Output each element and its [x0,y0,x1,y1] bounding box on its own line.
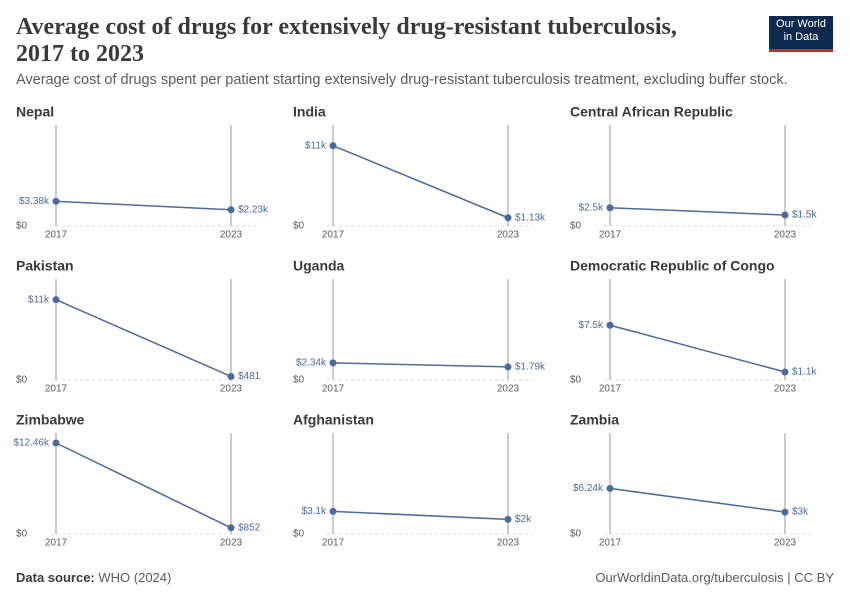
point [504,214,512,222]
source: Data source: WHO (2024) [16,570,171,585]
x-tick-label: 2023 [497,230,520,241]
value-label: $1.5k [792,210,817,221]
y-tick-label: $0 [16,375,28,386]
x-tick-label: 2017 [322,538,345,549]
y-tick-label: $0 [570,529,582,540]
title: Average cost of drugs for extensively dr… [16,14,677,67]
panel-title: Zimbabwe [16,412,85,428]
point [52,439,60,447]
source-text: WHO (2024) [98,570,172,585]
line [55,298,232,378]
x-tick-label: 2017 [45,230,68,241]
line [55,200,232,211]
point [329,507,337,515]
x-tick-label: 2017 [599,384,622,395]
value-label: $1.13k [515,212,546,223]
line [609,324,786,373]
panel-title: Democratic Republic of Congo [570,258,775,274]
x-tick-label: 2023 [774,230,797,241]
panel-title: Nepal [16,104,54,120]
point [781,508,789,516]
line [609,206,786,216]
y-tick-label: $0 [570,375,582,386]
point [504,515,512,523]
value-label: $1.1k [792,367,817,378]
point [52,197,60,205]
x-tick-label: 2017 [599,230,622,241]
panel-title: India [293,104,326,120]
point [52,296,60,304]
panel-title: Uganda [293,258,345,274]
y-tick-label: $0 [293,529,305,540]
x-tick-label: 2023 [774,384,797,395]
point [504,363,512,371]
value-label: $11k [28,294,50,305]
panel-title: Pakistan [16,258,74,274]
x-tick-label: 2017 [599,538,622,549]
point [781,368,789,376]
source-label: Data source: [16,570,95,585]
line [332,510,509,521]
line [332,362,509,368]
point [781,211,789,219]
y-tick-label: $0 [293,375,305,386]
line [55,442,232,529]
x-tick-label: 2017 [322,230,345,241]
x-tick-label: 2017 [322,384,345,395]
value-label: $11k [305,140,327,151]
value-label: $852 [238,522,261,533]
point [227,372,235,380]
point [606,204,614,212]
line [332,144,509,219]
value-label: $2.34k [296,358,327,369]
value-label: $481 [238,371,261,382]
y-tick-label: $0 [570,221,582,232]
value-label: $3.1k [302,506,327,517]
y-tick-label: $0 [293,221,305,232]
panel-title: Zambia [570,412,619,428]
x-tick-label: 2017 [45,538,68,549]
x-tick-label: 2023 [220,230,243,241]
value-label: $2.23k [238,204,269,215]
x-tick-label: 2023 [774,538,797,549]
panel-title: Central African Republic [570,104,733,120]
point [329,359,337,367]
point [227,206,235,214]
logo[interactable]: Our World in Data [769,16,833,52]
value-label: $7.5k [579,320,604,331]
value-label: $3.38k [19,196,50,207]
x-tick-label: 2023 [497,384,520,395]
panel-title: Afghanistan [293,412,374,428]
x-tick-label: 2023 [220,538,243,549]
x-tick-label: 2023 [497,538,520,549]
value-label: $3k [792,507,809,518]
value-label: $2k [515,514,532,525]
point [227,524,235,532]
value-label: $6.24k [573,483,604,494]
point [329,142,337,150]
point [606,484,614,492]
line [609,487,786,513]
logo-line: Our World [776,18,826,30]
value-label: $2.5k [579,202,604,213]
subtitle: Average cost of drugs spent per patient … [16,72,788,88]
y-tick-label: $0 [16,529,28,540]
value-label: $12.46k [13,438,50,449]
x-tick-label: 2017 [45,384,68,395]
logo-line: in Data [783,31,819,43]
url[interactable]: OurWorldinData.org/tuberculosis | CC BY [595,570,834,585]
y-tick-label: $0 [16,221,28,232]
value-label: $1.79k [515,362,546,373]
x-tick-label: 2023 [220,384,243,395]
point [606,321,614,329]
